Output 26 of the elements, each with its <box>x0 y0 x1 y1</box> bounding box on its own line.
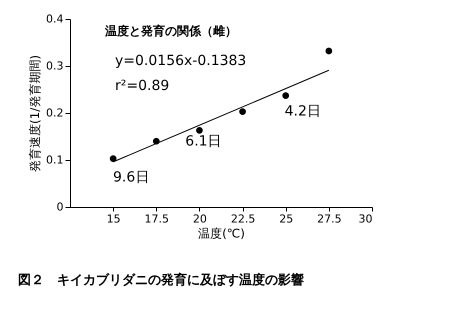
y-axis-title: 発育速度(1/発育期間) <box>28 54 42 172</box>
annotation: 温度と発育の関係（雌） <box>104 24 237 38</box>
point <box>326 48 332 54</box>
annotation: 6.1日 <box>185 133 222 150</box>
y-tick-label: 0.2 <box>46 106 64 120</box>
point <box>196 127 203 134</box>
annotation: y=0.0156x-0.1383 <box>115 53 246 69</box>
point <box>282 92 290 99</box>
x-tick-label: 30 <box>358 212 372 226</box>
y-tick-label: 0 <box>56 200 64 214</box>
annotation: 9.6日 <box>113 170 150 186</box>
annotation: 4.2日 <box>284 104 321 120</box>
x-tick-label: 27.5 <box>317 212 342 226</box>
x-tick-label: 25 <box>279 212 294 226</box>
x-tick-label: 22.5 <box>230 212 256 226</box>
x-tick-label: 20 <box>192 212 207 226</box>
x-axis-title: 温度(℃) <box>198 226 245 240</box>
point <box>110 155 116 162</box>
x-tick-label: 15 <box>106 212 121 226</box>
annotation: r²=0.89 <box>115 78 170 94</box>
point <box>239 108 246 115</box>
y-tick-label: 0.4 <box>46 12 64 26</box>
x-tick-label: 17.5 <box>144 212 170 226</box>
caption: 図２ キイカブリダニの発育に及ぼす温度の影響 <box>18 272 304 288</box>
y-tick-label: 0.1 <box>46 154 64 166</box>
y-tick-label: 0.3 <box>46 60 64 72</box>
